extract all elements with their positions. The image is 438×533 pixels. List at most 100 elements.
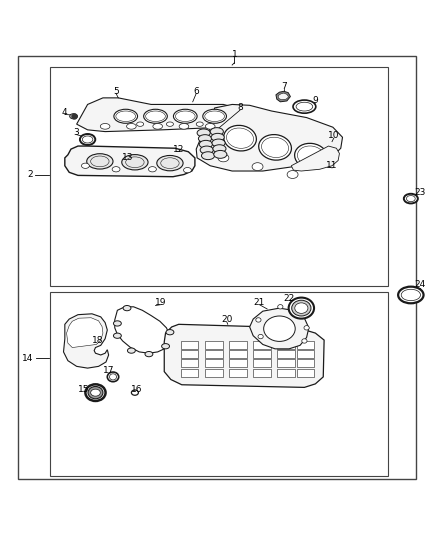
Bar [50, 292, 388, 476]
Ellipse shape [80, 134, 95, 145]
Text: 15: 15 [78, 385, 90, 394]
Ellipse shape [296, 102, 313, 111]
Ellipse shape [148, 167, 156, 172]
Ellipse shape [295, 303, 308, 313]
Ellipse shape [289, 297, 314, 319]
Bar [229, 350, 247, 358]
Ellipse shape [145, 111, 165, 122]
Text: 23: 23 [414, 188, 425, 197]
Ellipse shape [205, 111, 224, 122]
Bar [253, 350, 271, 358]
Ellipse shape [198, 135, 212, 142]
Text: 21: 21 [254, 298, 265, 307]
Ellipse shape [91, 156, 109, 167]
Ellipse shape [85, 384, 106, 401]
Ellipse shape [287, 171, 298, 179]
Text: 16: 16 [131, 385, 142, 394]
Ellipse shape [131, 390, 138, 395]
Text: 9: 9 [312, 96, 318, 106]
Text: 20: 20 [221, 316, 233, 325]
Ellipse shape [123, 305, 131, 311]
Ellipse shape [214, 150, 227, 158]
Ellipse shape [203, 109, 226, 123]
Text: 12: 12 [173, 144, 184, 154]
Ellipse shape [252, 163, 263, 171]
Ellipse shape [406, 196, 415, 201]
Ellipse shape [161, 158, 179, 168]
Bar [297, 369, 314, 377]
Polygon shape [65, 146, 195, 177]
Ellipse shape [179, 124, 189, 129]
Bar [277, 341, 295, 349]
Ellipse shape [293, 100, 316, 113]
Ellipse shape [211, 133, 224, 141]
Ellipse shape [297, 146, 325, 166]
Text: 1: 1 [231, 50, 237, 59]
Text: 2: 2 [27, 170, 32, 179]
Ellipse shape [175, 111, 195, 122]
Polygon shape [291, 146, 339, 171]
Bar [205, 369, 223, 377]
Bar [229, 369, 247, 377]
Polygon shape [196, 104, 343, 171]
Ellipse shape [205, 124, 215, 129]
Bar [50, 67, 388, 286]
Text: 6: 6 [193, 87, 199, 96]
Bar [229, 341, 247, 349]
Bar [181, 369, 198, 377]
Ellipse shape [107, 372, 119, 382]
Ellipse shape [162, 344, 170, 349]
Ellipse shape [258, 334, 263, 339]
Ellipse shape [127, 124, 136, 129]
Ellipse shape [100, 124, 110, 129]
Text: 3: 3 [74, 128, 80, 137]
Ellipse shape [292, 300, 311, 316]
Text: 14: 14 [21, 354, 33, 363]
Ellipse shape [304, 326, 309, 330]
Ellipse shape [70, 114, 78, 119]
Text: 4: 4 [62, 108, 67, 117]
Text: 8: 8 [237, 103, 243, 112]
Bar [277, 350, 295, 358]
Ellipse shape [212, 139, 225, 147]
Ellipse shape [197, 129, 210, 137]
Ellipse shape [137, 122, 144, 126]
Text: 24: 24 [414, 280, 425, 289]
Ellipse shape [114, 109, 138, 123]
Ellipse shape [196, 122, 203, 126]
Polygon shape [278, 93, 289, 100]
Ellipse shape [261, 137, 289, 158]
Ellipse shape [173, 109, 197, 123]
Ellipse shape [184, 167, 191, 173]
Ellipse shape [213, 145, 226, 152]
Bar [297, 350, 314, 358]
Text: 11: 11 [326, 161, 338, 170]
Text: 7: 7 [281, 83, 287, 92]
Text: 19: 19 [155, 298, 167, 307]
Bar [205, 359, 223, 367]
Text: 10: 10 [328, 132, 339, 141]
Ellipse shape [87, 154, 113, 169]
Polygon shape [276, 91, 290, 102]
Bar [229, 359, 247, 367]
Ellipse shape [210, 128, 223, 135]
Text: 17: 17 [103, 366, 114, 375]
Bar [253, 369, 271, 377]
Ellipse shape [278, 304, 283, 309]
Bar [253, 341, 271, 349]
Ellipse shape [145, 351, 153, 357]
Bar [253, 359, 271, 367]
Ellipse shape [264, 316, 295, 342]
Ellipse shape [113, 321, 121, 326]
Ellipse shape [200, 146, 213, 154]
Text: 22: 22 [283, 294, 295, 303]
Polygon shape [64, 314, 109, 368]
Ellipse shape [199, 140, 212, 148]
Ellipse shape [404, 194, 418, 204]
Ellipse shape [110, 374, 117, 380]
Polygon shape [250, 308, 309, 349]
Bar [205, 341, 223, 349]
Ellipse shape [401, 289, 420, 301]
Ellipse shape [226, 128, 254, 148]
Bar [181, 359, 198, 367]
